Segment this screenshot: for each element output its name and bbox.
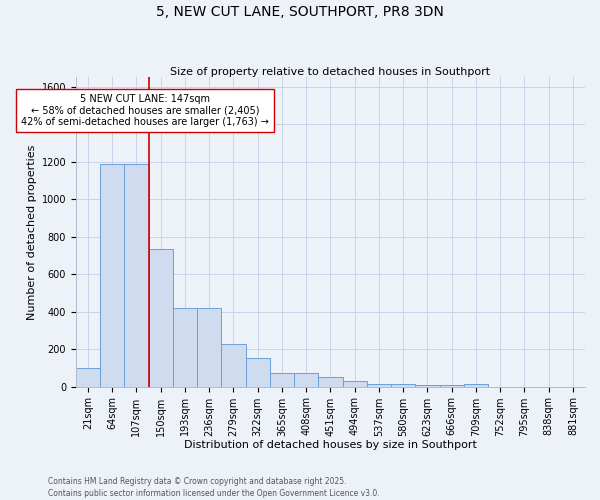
Bar [124,164,149,386]
Bar [221,344,245,387]
Bar [173,308,197,386]
Bar [464,384,488,386]
Bar [270,374,294,386]
Title: Size of property relative to detached houses in Southport: Size of property relative to detached ho… [170,66,490,76]
Bar [318,377,343,386]
Bar [415,384,440,386]
Bar [343,382,367,386]
Text: Contains HM Land Registry data © Crown copyright and database right 2025.
Contai: Contains HM Land Registry data © Crown c… [48,476,380,498]
Bar [367,384,391,386]
Bar [197,308,221,386]
Text: 5 NEW CUT LANE: 147sqm
← 58% of detached houses are smaller (2,405)
42% of semi-: 5 NEW CUT LANE: 147sqm ← 58% of detached… [21,94,269,128]
Y-axis label: Number of detached properties: Number of detached properties [28,144,37,320]
Text: 5, NEW CUT LANE, SOUTHPORT, PR8 3DN: 5, NEW CUT LANE, SOUTHPORT, PR8 3DN [156,5,444,19]
Bar [391,384,415,386]
Bar [245,358,270,386]
X-axis label: Distribution of detached houses by size in Southport: Distribution of detached houses by size … [184,440,477,450]
Bar [76,368,100,386]
Bar [100,164,124,386]
Bar [294,374,318,386]
Bar [440,384,464,386]
Bar [149,249,173,386]
